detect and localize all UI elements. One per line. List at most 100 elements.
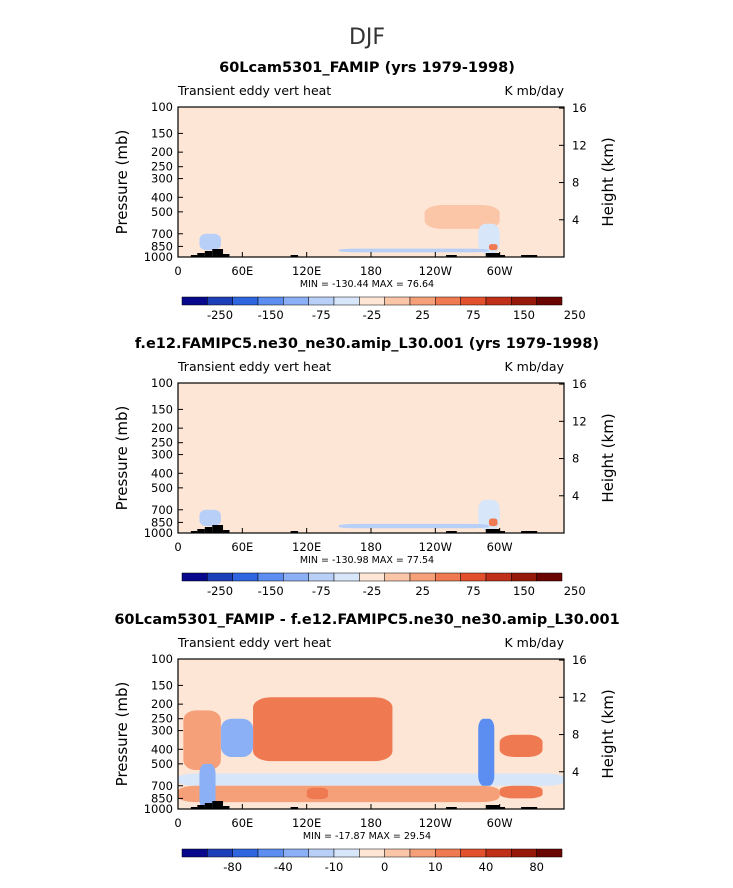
y-tick-label: 200: [151, 421, 173, 435]
y-tick-label: 500: [151, 481, 173, 495]
colorbar-swatch: [283, 296, 309, 306]
field-region: [338, 248, 489, 253]
colorbar-swatch: [232, 572, 259, 582]
topography-mark: [485, 253, 500, 257]
colorbar-label: 80: [529, 860, 544, 874]
y-axis-title: Pressure (mb): [113, 406, 131, 511]
topography-mark: [223, 530, 230, 533]
y-tick-label: 500: [151, 757, 173, 771]
colorbar-swatch: [207, 572, 233, 582]
field-region: [220, 718, 254, 757]
colorbar-swatch: [409, 848, 436, 858]
field-region: [199, 118, 221, 257]
field-region: [499, 785, 543, 799]
height-tick-label: 4: [572, 213, 579, 227]
colorbar-label: -150: [258, 308, 284, 322]
x-tick-label: 120E: [292, 816, 321, 830]
colorbar-swatch: [460, 848, 487, 858]
colorbar-swatch: [536, 572, 563, 582]
chart-left-label: Transient eddy vert heat: [177, 635, 331, 650]
topography-mark: [521, 807, 538, 809]
chart-unit-label: K mb/day: [505, 635, 565, 650]
topography-mark: [290, 255, 299, 257]
field-region: [279, 721, 296, 759]
x-tick-label: 60E: [231, 264, 253, 278]
height-tick-label: 8: [572, 452, 579, 466]
x-tick-label: 120E: [292, 540, 321, 554]
colorbar-swatch: [181, 572, 208, 582]
x-tick-label: 120E: [292, 264, 321, 278]
x-tick-label: 60W: [487, 540, 513, 554]
colorbar-label: -150: [258, 584, 284, 598]
colorbar-label: -250: [207, 584, 233, 598]
min-max-label: MIN = -17.87 MAX = 29.54: [303, 831, 431, 842]
height-tick-label: 12: [572, 138, 587, 152]
height-tick-label: 4: [572, 489, 579, 503]
field-region: [210, 133, 554, 215]
height-tick-label: 8: [572, 176, 579, 190]
y-tick-label: 100: [151, 376, 173, 390]
colorbar-label: 75: [466, 584, 481, 598]
y-tick-label: 300: [151, 172, 173, 186]
topography-mark: [197, 805, 205, 809]
colorbar-swatch: [359, 296, 385, 306]
chart-title: 60Lcam5301_FAMIP (yrs 1979-1998): [219, 60, 515, 76]
x-tick-label: 60W: [487, 264, 513, 278]
colorbar-swatch: [232, 848, 259, 858]
chart-left-label: Transient eddy vert heat: [177, 83, 331, 98]
y-tick-label: 1000: [144, 526, 173, 540]
colorbar-swatch: [460, 572, 487, 582]
chart-left-label: Transient eddy vert heat: [177, 359, 331, 374]
y-tick-label: 150: [151, 678, 173, 692]
y-tick-label: 850: [151, 791, 173, 805]
colorbar-swatch: [333, 296, 360, 306]
y-tick-label: 850: [151, 239, 173, 253]
topography-mark: [521, 255, 538, 257]
topography-mark: [204, 527, 213, 533]
colorbar-label: 150: [513, 308, 535, 322]
colorbar-swatch: [283, 848, 309, 858]
topography-mark: [204, 251, 213, 257]
topography-mark: [223, 806, 230, 809]
x-tick-label: 120W: [419, 264, 452, 278]
field-region: [488, 518, 498, 527]
colorbar-swatch: [308, 848, 335, 858]
y-axis-title: Pressure (mb): [113, 682, 131, 787]
colorbar-swatch: [181, 296, 208, 306]
colorbar-swatch: [384, 848, 411, 858]
y-tick-label: 700: [151, 779, 173, 793]
colorbar-swatch: [511, 296, 537, 306]
colorbar-label: -40: [274, 860, 293, 874]
y-tick-label: 250: [151, 436, 173, 450]
colorbar-label: 25: [415, 584, 430, 598]
topography-mark: [190, 255, 198, 257]
field-region: [183, 710, 221, 771]
colorbar-label: -80: [223, 860, 242, 874]
colorbar-swatch: [409, 572, 436, 582]
colorbar-label: -250: [207, 308, 233, 322]
topography-mark: [204, 803, 213, 809]
colorbar-swatch: [485, 296, 512, 306]
topography-mark: [190, 807, 198, 809]
y-tick-label: 400: [151, 190, 173, 204]
colorbar-swatch: [232, 296, 259, 306]
topography-mark: [212, 249, 224, 257]
topography-mark: [197, 253, 205, 257]
topography-mark: [212, 801, 224, 809]
colorbar-swatch: [207, 296, 233, 306]
min-max-label: MIN = -130.44 MAX = 76.64: [300, 279, 434, 290]
topography-mark: [485, 805, 500, 809]
y-tick-label: 700: [151, 503, 173, 517]
colorbar-swatch: [384, 296, 411, 306]
y-tick-label: 200: [151, 697, 173, 711]
field-region: [178, 773, 564, 786]
field-region: [199, 763, 216, 809]
y-tick-label: 1000: [144, 250, 173, 264]
colorbar-swatch: [536, 848, 563, 858]
y-tick-label: 250: [151, 160, 173, 174]
field-region: [312, 718, 329, 759]
colorbar-swatch: [333, 572, 360, 582]
height-tick-label: 16: [572, 653, 587, 667]
y-tick-label: 300: [151, 448, 173, 462]
height-tick-label: 12: [572, 414, 587, 428]
